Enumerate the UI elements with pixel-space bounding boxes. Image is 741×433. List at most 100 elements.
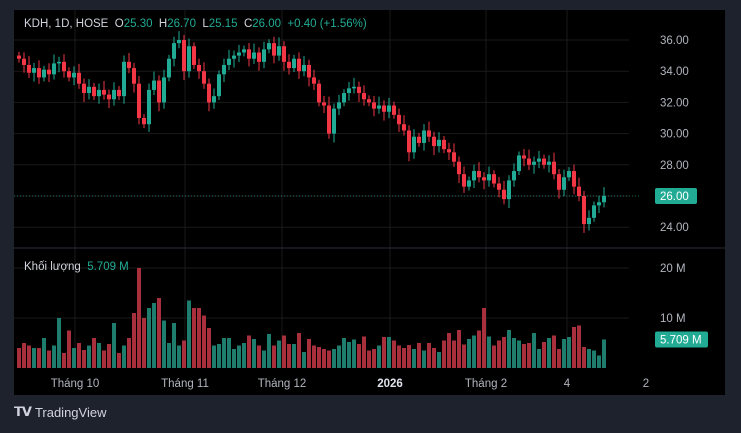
- volume-bar: [212, 345, 216, 368]
- volume-bar: [462, 344, 466, 368]
- volume-bar: [97, 343, 101, 368]
- volume-bar: [427, 343, 431, 368]
- candle: [217, 70, 221, 101]
- time-tick-label: Tháng 12: [258, 378, 307, 390]
- candle: [252, 43, 256, 64]
- chart-canvas[interactable]: 36.00 34.00 32.00 30.00 28.00 24.00 26.00 20 M 1…: [14, 10, 725, 395]
- price-tick-label: 30.00: [660, 129, 689, 141]
- candle-body: [597, 202, 601, 206]
- candle-body: [402, 124, 406, 131]
- volume-bar: [192, 308, 196, 368]
- candle-body: [137, 83, 141, 118]
- candle-body: [287, 61, 291, 69]
- open-value: 25.30: [123, 18, 153, 30]
- candle-body: [312, 77, 316, 84]
- chart-area[interactable]: 36.00 34.00 32.00 30.00 28.00 24.00 26.00 20 M 1…: [14, 10, 725, 395]
- volume-bar: [452, 340, 456, 368]
- candle: [72, 66, 76, 86]
- candle: [17, 51, 21, 63]
- candle-body: [192, 46, 196, 65]
- time-tick-label: 2026: [377, 378, 403, 390]
- candle: [462, 166, 466, 194]
- candle-body: [602, 196, 606, 203]
- candle: [27, 56, 31, 78]
- volume-bar: [562, 339, 566, 368]
- candle-body: [537, 158, 541, 162]
- candle-body: [112, 89, 116, 100]
- volume-bar: [162, 320, 166, 368]
- candle: [302, 56, 306, 77]
- candle-body: [582, 196, 586, 225]
- tradingview-brand[interactable]: 𝗧𝗩 TradingView: [14, 404, 106, 420]
- candle: [182, 34, 186, 81]
- candle: [97, 83, 101, 104]
- candle: [412, 129, 416, 159]
- candle-body: [232, 55, 236, 59]
- symbol-legend: KDH, 1D, HOSE O25.30 H26.70 L25.15 C26.0…: [24, 18, 367, 30]
- volume-bar: [447, 333, 451, 368]
- brand-name: TradingView: [34, 404, 107, 420]
- candle: [297, 52, 301, 79]
- volume-bar: [147, 308, 151, 368]
- candle: [437, 132, 441, 153]
- candle: [402, 115, 406, 136]
- candle: [152, 71, 156, 96]
- candle-body: [37, 68, 41, 78]
- candle: [192, 42, 196, 69]
- volume-tick-label: 10 M: [660, 313, 686, 325]
- time-tick-label: Tháng 10: [51, 378, 100, 390]
- volume-bar: [242, 343, 246, 368]
- tradingview-logo-icon: 𝗧𝗩: [14, 404, 32, 419]
- candle-body: [482, 177, 486, 181]
- volume-bar: [572, 327, 576, 368]
- candle: [492, 170, 496, 188]
- volume-bar: [302, 352, 306, 368]
- volume-bar: [512, 338, 516, 368]
- symbol-info[interactable]: KDH, 1D, HOSE: [24, 18, 109, 30]
- volume-bar: [587, 349, 591, 368]
- candle-body: [457, 161, 461, 175]
- candle: [82, 78, 86, 102]
- volume-bar: [582, 347, 586, 368]
- candle: [597, 195, 601, 214]
- candle: [502, 180, 506, 205]
- volume-bar: [487, 336, 491, 368]
- candle: [452, 143, 456, 167]
- volume-bar: [62, 353, 66, 368]
- candle-body: [297, 58, 301, 72]
- candle: [442, 135, 446, 154]
- candle-body: [462, 174, 466, 187]
- volume-bar: [77, 343, 81, 368]
- candle-body: [57, 61, 61, 64]
- candle-body: [442, 139, 446, 150]
- volume-bar: [307, 339, 311, 368]
- volume-bar: [142, 318, 146, 368]
- candle: [537, 150, 541, 169]
- candle: [227, 49, 231, 71]
- low-label: L: [202, 18, 209, 30]
- volume-bar: [172, 323, 176, 368]
- candle: [407, 125, 411, 162]
- candle-body: [282, 46, 286, 62]
- candle-body: [17, 55, 21, 59]
- candle: [357, 81, 361, 102]
- price-tick-label: 32.00: [660, 97, 689, 109]
- candle-body: [487, 174, 491, 181]
- candle-body: [92, 86, 96, 97]
- candle-body: [352, 86, 356, 89]
- candle: [127, 52, 131, 74]
- candle-body: [22, 58, 26, 65]
- volume-bar: [227, 338, 231, 368]
- candle-body: [182, 40, 186, 72]
- candle-body: [42, 69, 46, 78]
- candle: [397, 108, 401, 132]
- volume-bar: [292, 344, 296, 368]
- volume-bar: [287, 344, 291, 368]
- candle-body: [177, 40, 181, 44]
- candle: [52, 54, 56, 80]
- candle-body: [77, 72, 81, 84]
- candle: [467, 176, 471, 191]
- volume-bar: [187, 300, 191, 368]
- volume-bar: [372, 349, 376, 368]
- last-volume-tag: [655, 331, 708, 348]
